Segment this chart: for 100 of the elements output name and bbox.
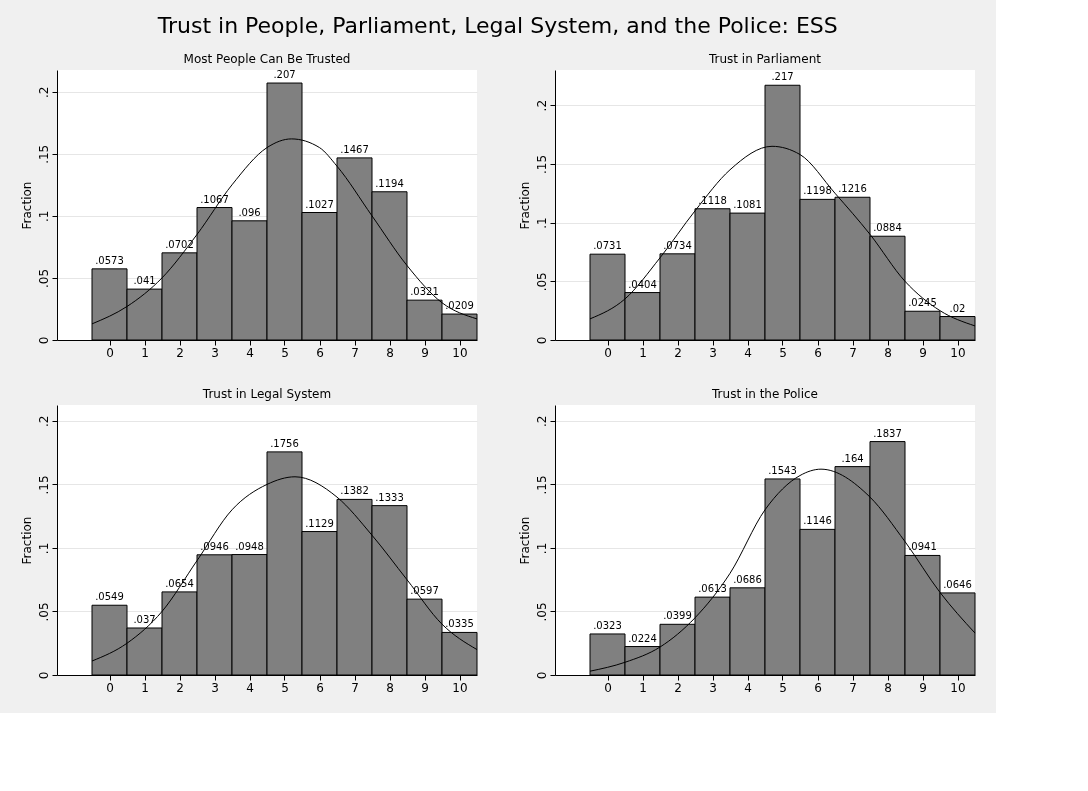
data-label: .0686 [733, 573, 762, 585]
data-label: .207 [273, 69, 296, 81]
data-label: .1027 [305, 198, 334, 210]
data-label: .0399 [663, 610, 692, 622]
y-tick-label: .05 [36, 602, 51, 622]
data-label: .1333 [375, 491, 404, 503]
y-tick-label: .1 [36, 542, 51, 555]
x-tick-label: 2 [176, 345, 184, 360]
y-axis-title: Fraction [19, 516, 34, 565]
data-label: .1118 [698, 194, 727, 206]
data-label: .0549 [95, 591, 124, 603]
x-tick-label: 10 [950, 345, 966, 360]
y-axis-title: Fraction [517, 181, 532, 230]
x-tick-label: 1 [639, 680, 647, 695]
y-tick-label: .05 [534, 602, 549, 622]
x-tick-label: 0 [106, 680, 114, 695]
data-label: .0597 [410, 585, 439, 597]
x-tick-label: 9 [421, 345, 429, 360]
x-tick-label: 4 [744, 680, 752, 695]
x-tick-label: 9 [919, 680, 927, 695]
y-tick-label: 0 [36, 671, 51, 680]
y-tick-label: .05 [36, 268, 51, 288]
x-tick-label: 2 [674, 680, 682, 695]
data-label: .1194 [375, 177, 404, 189]
y-tick-label: .15 [36, 144, 51, 164]
data-label: .1081 [733, 199, 762, 211]
x-tick-label: 1 [639, 345, 647, 360]
data-label: .0941 [908, 541, 937, 553]
y-tick-label: .1 [534, 217, 549, 229]
x-tick-label: 8 [884, 345, 892, 360]
data-label: .1216 [838, 183, 867, 195]
data-label: .1837 [873, 427, 902, 439]
data-label: .0646 [943, 578, 972, 590]
chart-title: Most People Can Be Trusted [183, 52, 351, 66]
y-tick-label: .2 [36, 415, 51, 428]
data-label: .1198 [803, 185, 832, 197]
chart-title: Trust in Legal System [201, 387, 332, 401]
data-label: .0404 [628, 278, 657, 290]
x-tick-label: 8 [386, 345, 394, 360]
data-label: .0335 [445, 618, 474, 630]
data-label: .0613 [698, 583, 727, 595]
data-label: .02 [949, 302, 966, 314]
y-tick-label: .2 [36, 86, 51, 98]
data-label: .1146 [803, 515, 832, 527]
data-label: .0209 [445, 300, 474, 312]
x-tick-label: 10 [950, 680, 966, 695]
chart-title: Trust in the Police [711, 387, 818, 401]
data-label: .0702 [165, 238, 194, 250]
x-tick-label: 2 [176, 680, 184, 695]
x-tick-label: 7 [849, 680, 857, 695]
x-tick-label: 1 [141, 345, 149, 360]
y-tick-label: .15 [534, 475, 549, 495]
y-tick-label: .15 [534, 154, 549, 174]
x-tick-label: 0 [106, 345, 114, 360]
y-tick-label: .15 [36, 475, 51, 495]
y-tick-label: 0 [534, 336, 549, 345]
y-tick-label: .1 [36, 210, 51, 223]
x-tick-label: 4 [246, 680, 254, 695]
x-tick-label: 5 [779, 345, 787, 360]
x-tick-label: 7 [351, 680, 359, 695]
x-tick-label: 5 [779, 680, 787, 695]
data-label: .0654 [165, 577, 194, 589]
data-label: .037 [133, 613, 156, 625]
y-tick-label: 0 [534, 671, 549, 680]
text: Trust in People, Parliament, Legal System, and the Police: ESS [156, 13, 838, 38]
data-label: .1129 [305, 517, 334, 529]
y-tick-label: .2 [534, 99, 549, 112]
x-tick-label: 6 [814, 680, 822, 695]
x-tick-label: 6 [316, 345, 324, 360]
x-tick-label: 4 [744, 345, 752, 360]
data-label: .0948 [235, 540, 264, 552]
x-tick-label: 5 [281, 680, 289, 695]
y-tick-label: .2 [534, 415, 549, 428]
x-tick-label: 10 [452, 680, 468, 695]
data-label: .1467 [340, 143, 369, 155]
x-tick-label: 6 [316, 680, 324, 695]
data-label: .0224 [628, 632, 657, 644]
x-tick-label: 9 [919, 345, 927, 360]
chart-title: Trust in Parliament [707, 52, 822, 66]
data-label: .1382 [340, 485, 369, 497]
x-tick-label: 3 [211, 345, 219, 360]
x-tick-label: 8 [386, 680, 394, 695]
x-tick-label: 4 [246, 345, 254, 360]
data-label: .217 [771, 71, 794, 83]
data-label: .1543 [768, 464, 797, 476]
y-axis-title: Fraction [517, 516, 532, 565]
x-tick-label: 10 [452, 345, 468, 360]
data-label: .0573 [95, 254, 124, 266]
data-label: .1756 [270, 437, 299, 449]
data-label: .096 [238, 206, 261, 218]
x-tick-label: 7 [351, 345, 359, 360]
data-label: .0884 [873, 222, 902, 234]
x-tick-label: 1 [141, 680, 149, 695]
x-tick-label: 3 [709, 680, 717, 695]
x-tick-label: 5 [281, 345, 289, 360]
x-tick-label: 3 [211, 680, 219, 695]
x-tick-label: 9 [421, 680, 429, 695]
x-tick-label: 7 [849, 345, 857, 360]
data-label: .0323 [593, 619, 622, 631]
y-tick-label: .05 [534, 272, 549, 292]
